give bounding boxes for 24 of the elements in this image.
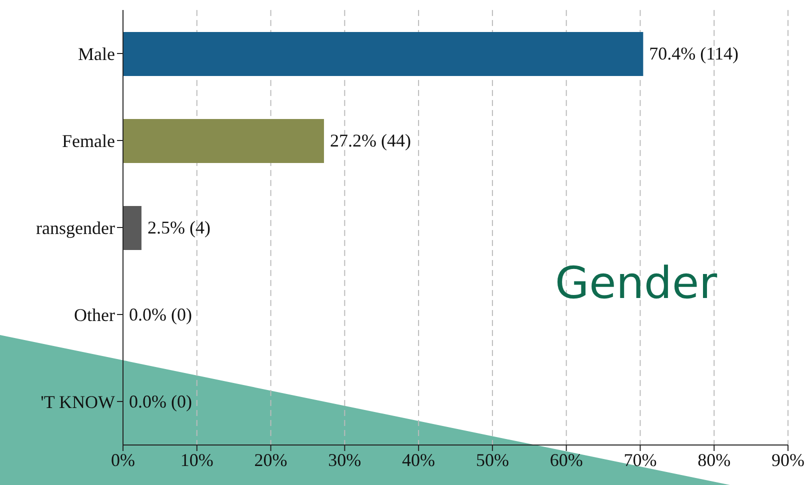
data-label: 0.0% (0) xyxy=(129,304,192,324)
y-tick-label: Female xyxy=(62,130,116,151)
y-tick-label: 'T KNOW xyxy=(40,392,116,412)
data-label: 27.2% (44) xyxy=(330,130,411,150)
data-label: 2.5% (4) xyxy=(147,218,210,238)
bar xyxy=(123,32,644,76)
text: Gender xyxy=(555,258,718,309)
x-tick-label: 40% xyxy=(402,450,436,470)
x-tick-label: 90% xyxy=(772,450,804,470)
y-tick-label: Other xyxy=(74,304,116,325)
bar xyxy=(123,119,324,163)
x-tick-label: 50% xyxy=(476,450,509,470)
x-tick-label: 30% xyxy=(328,450,362,470)
x-tick-label: 0% xyxy=(111,450,135,470)
x-tick-label: 70% xyxy=(624,450,657,470)
x-tick-label: 20% xyxy=(254,450,288,470)
bar xyxy=(123,206,142,250)
y-tick-label: ransgender xyxy=(36,218,115,238)
data-label: 70.4% (114) xyxy=(649,44,739,64)
data-label: 0.0% (0) xyxy=(129,392,192,412)
x-tick-label: 60% xyxy=(550,450,583,470)
x-tick-label: 80% xyxy=(698,450,731,470)
x-tick-label: 10% xyxy=(180,450,214,470)
y-tick-label: Male xyxy=(78,44,116,64)
